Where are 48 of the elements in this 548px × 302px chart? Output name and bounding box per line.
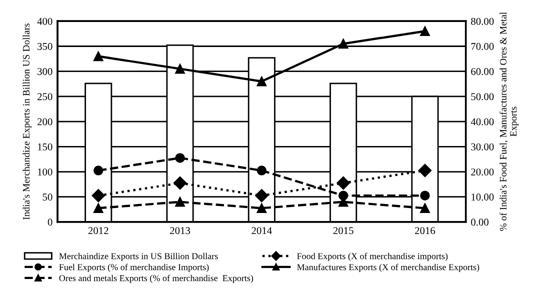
y2-tick-label: 80.00 <box>471 18 494 25</box>
x-tick-label: 2015 <box>333 227 354 234</box>
legend-label: Ores and metals Exports (% of merchandise Exports) <box>59 274 254 284</box>
y-tick-label: 150 <box>38 143 52 150</box>
point <box>175 197 185 207</box>
point <box>420 190 430 200</box>
y2-tick-label: 10.00 <box>472 194 494 201</box>
x-tick-label: 2016 <box>415 227 436 234</box>
y-tick-label: 400 <box>37 18 52 25</box>
point <box>173 176 187 190</box>
y-tick-label: 250 <box>38 93 52 100</box>
point <box>256 203 267 214</box>
y-axis-title: India's Merchandize Exports in Billion US Dollars <box>22 24 32 220</box>
y2-tick-label: 60.00 <box>471 68 494 76</box>
legend-label: Food Exports (X of merchandise imports) <box>297 252 448 262</box>
point <box>256 76 267 86</box>
y2-tick-label: 40.00 <box>470 118 494 126</box>
point <box>175 153 185 163</box>
point <box>175 64 185 74</box>
point <box>92 189 105 202</box>
y-tick-label: 0 <box>48 218 52 226</box>
point <box>94 166 104 176</box>
y2-tick-label: 70.00 <box>471 42 494 50</box>
x-tick-label: 2013 <box>170 227 190 234</box>
y2-tick-label: 20.00 <box>471 168 494 176</box>
point <box>255 189 268 202</box>
y-tick-label: 50 <box>42 194 52 201</box>
legend-label: Fuel Exports (% of merchandise Imports) <box>59 264 209 272</box>
y2-tick-label: 0.00 <box>471 218 488 226</box>
point <box>338 38 348 49</box>
point <box>420 26 430 36</box>
x-tick-label: 2014 <box>252 227 272 234</box>
y-tick-label: 100 <box>38 168 52 176</box>
y2-tick-label: 30.00 <box>471 143 494 150</box>
point <box>336 176 350 190</box>
point <box>418 164 432 178</box>
x-tick-label: 2012 <box>88 227 108 234</box>
point <box>94 203 104 214</box>
point <box>94 51 104 62</box>
point <box>420 203 430 214</box>
point <box>256 166 267 176</box>
legend-label: Manufactures Exports (X of merchandise Exports) <box>297 264 480 272</box>
legend-label: Merchaindize Exports in US Billion Dollars <box>59 252 218 262</box>
y2-axis-title: % of India's Food Fuel, Manufactures and Ores & Metal Exports <box>500 12 519 231</box>
y-tick-label: 200 <box>38 118 52 126</box>
y2-tick-label: 50.00 <box>471 93 494 100</box>
y-tick-label: 300 <box>38 68 52 76</box>
y-tick-label: 350 <box>38 42 52 50</box>
